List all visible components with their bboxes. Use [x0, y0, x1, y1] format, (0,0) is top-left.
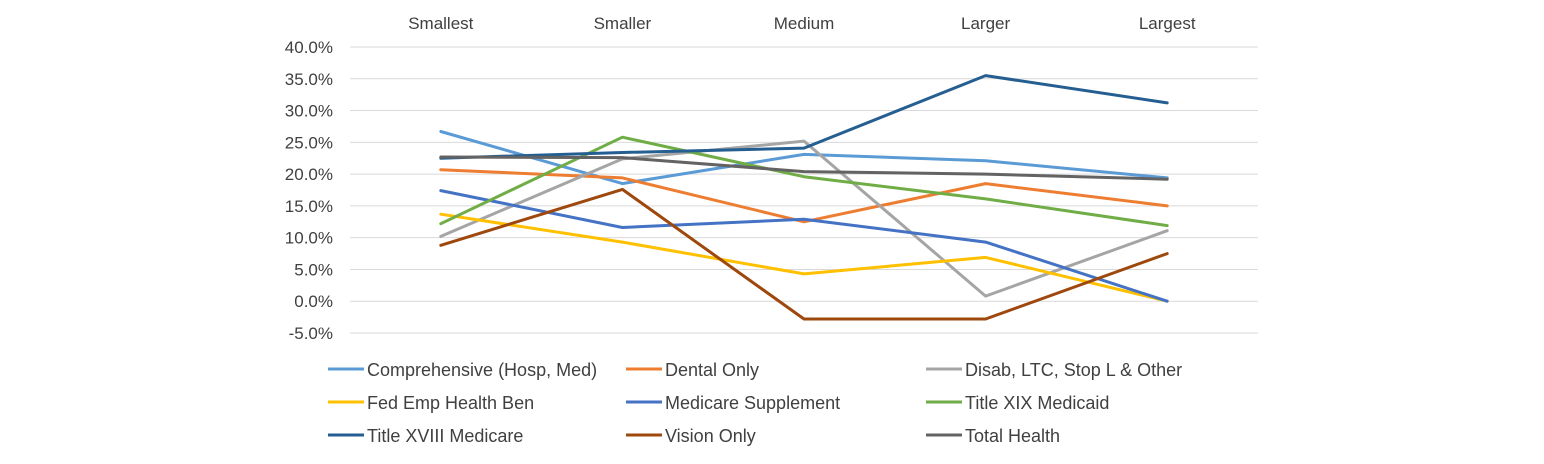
y-tick-label: 35.0% — [285, 70, 333, 89]
gridlines — [350, 46, 1258, 334]
y-tick-label: 30.0% — [285, 102, 333, 121]
legend-label: Vision Only — [665, 426, 756, 446]
legend-label: Total Health — [965, 426, 1060, 446]
legend-label: Fed Emp Health Ben — [367, 393, 534, 413]
series-line — [439, 187, 1169, 321]
series-line — [439, 139, 1169, 298]
legend-label: Title XVIII Medicare — [367, 426, 523, 446]
category-label: Medium — [774, 14, 834, 33]
category-label: Largest — [1139, 14, 1196, 33]
category-label: Larger — [961, 14, 1010, 33]
y-tick-label: 15.0% — [285, 197, 333, 216]
category-axis: Smallest Smaller Medium Larger Largest — [408, 14, 1196, 33]
y-tick-label: 40.0% — [285, 38, 333, 57]
y-tick-label: 25.0% — [285, 133, 333, 152]
series-line — [439, 155, 1169, 181]
legend-label: Disab, LTC, Stop L & Other — [965, 360, 1182, 380]
y-axis: 40.0% 35.0% 30.0% 25.0% 20.0% 15.0% 10.0% 5.0% 0… — [285, 38, 333, 343]
series-lines — [439, 74, 1169, 321]
series-line — [439, 135, 1169, 228]
y-tick-label: 5.0% — [294, 260, 333, 279]
legend: Comprehensive (Hosp, Med) Dental Only Disa… — [328, 360, 1182, 446]
series-line — [439, 189, 1169, 303]
legend-label: Dental Only — [665, 360, 759, 380]
y-tick-label: -5.0% — [289, 324, 333, 343]
legend-label: Medicare Supplement — [665, 393, 840, 413]
category-label: Smallest — [408, 14, 473, 33]
series-line — [439, 212, 1169, 303]
legend-label: Comprehensive (Hosp, Med) — [367, 360, 597, 380]
category-label: Smaller — [594, 14, 652, 33]
series-line — [439, 74, 1169, 160]
y-tick-label: 20.0% — [285, 165, 333, 184]
series-line — [439, 168, 1169, 224]
y-tick-label: 0.0% — [294, 292, 333, 311]
legend-label: Title XIX Medicaid — [965, 393, 1109, 413]
y-tick-label: 10.0% — [285, 229, 333, 248]
